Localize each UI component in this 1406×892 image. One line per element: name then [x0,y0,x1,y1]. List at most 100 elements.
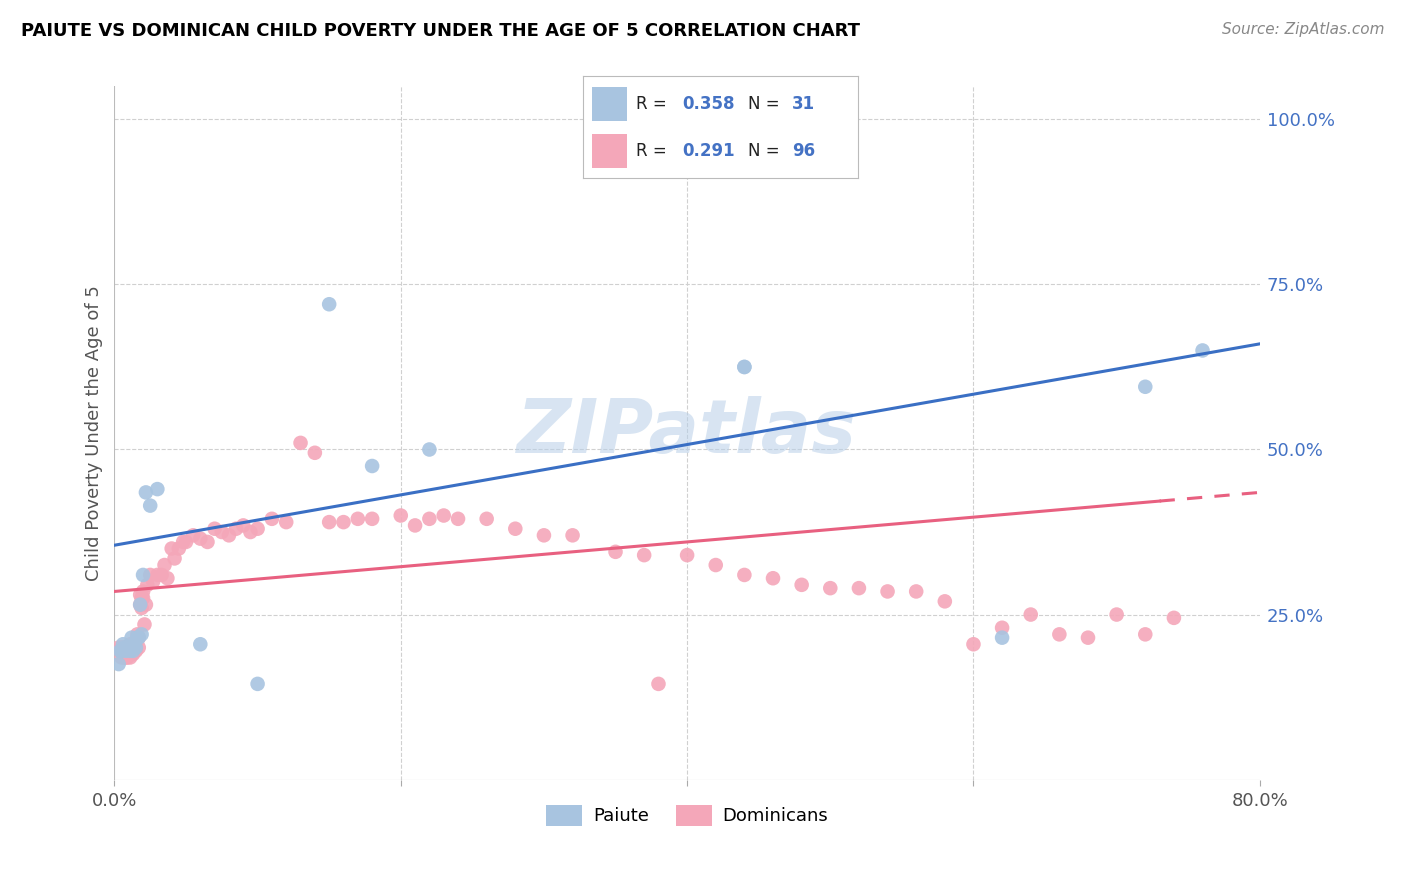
Point [304,446,326,460]
Point [1163,611,1185,625]
Point [276,515,298,529]
Point [118,644,141,658]
Point [1191,343,1213,358]
Point [647,677,669,691]
Text: N =: N = [748,142,785,161]
Text: ZIPatlas: ZIPatlas [517,396,858,469]
Point [676,548,699,562]
Point [114,640,136,655]
Point [633,548,655,562]
Point [134,617,156,632]
Point [129,598,152,612]
Point [127,631,149,645]
Point [475,512,498,526]
Point [156,571,179,585]
Text: R =: R = [636,95,672,113]
Point [120,644,142,658]
Point [318,297,340,311]
Point [111,637,134,651]
Point [188,637,211,651]
Legend: Paiute, Dominicans: Paiute, Dominicans [538,797,835,833]
Point [962,637,984,651]
Point [991,621,1014,635]
Point [110,640,132,655]
Text: 31: 31 [792,95,815,113]
Point [131,591,153,605]
Point [131,627,153,641]
Point [139,568,162,582]
Point [163,551,186,566]
Point [418,442,440,457]
Point [876,584,898,599]
Point [107,640,129,655]
Point [197,535,219,549]
Point [108,644,131,658]
Point [127,631,149,645]
Point [246,677,269,691]
Point [239,524,262,539]
Point [111,640,134,655]
Point [125,644,148,658]
Point [135,598,157,612]
Point [561,528,583,542]
Point [318,515,340,529]
Text: N =: N = [748,95,785,113]
Point [218,528,240,542]
Point [146,568,169,582]
Point [204,522,226,536]
Point [332,515,354,529]
Point [108,644,131,658]
Point [114,650,136,665]
Point [1077,631,1099,645]
Point [117,644,139,658]
Point [110,644,132,658]
Point [533,528,555,542]
Point [120,650,142,665]
Point [733,359,755,374]
Point [150,568,173,582]
Point [118,640,141,655]
Point [121,631,143,645]
Point [115,650,138,665]
Point [146,482,169,496]
Text: 0.358: 0.358 [682,95,735,113]
Point [122,637,145,651]
Point [260,512,283,526]
Point [174,535,197,549]
Point [127,627,149,641]
Point [128,640,150,655]
Point [139,499,162,513]
Point [790,578,813,592]
Point [125,640,148,655]
Point [121,644,143,658]
Point [733,359,755,374]
Point [211,524,233,539]
Point [188,532,211,546]
Point [991,631,1014,645]
Point [361,512,384,526]
Point [122,644,145,658]
Point [115,640,138,655]
Point [1047,627,1070,641]
Point [232,518,254,533]
Point [1105,607,1128,622]
Point [114,644,136,658]
Text: R =: R = [636,142,672,161]
Point [447,512,470,526]
Point [129,598,152,612]
Point [120,637,142,651]
Point [122,647,145,661]
Point [124,640,146,655]
Point [117,640,139,655]
Text: 0.291: 0.291 [682,142,735,161]
Point [153,558,176,572]
Point [111,647,134,661]
Text: PAIUTE VS DOMINICAN CHILD POVERTY UNDER THE AGE OF 5 CORRELATION CHART: PAIUTE VS DOMINICAN CHILD POVERTY UNDER … [21,22,860,40]
Point [129,588,152,602]
Point [404,518,426,533]
Point [361,458,384,473]
Point [934,594,956,608]
Point [605,545,627,559]
Point [160,541,183,556]
Point [128,631,150,645]
